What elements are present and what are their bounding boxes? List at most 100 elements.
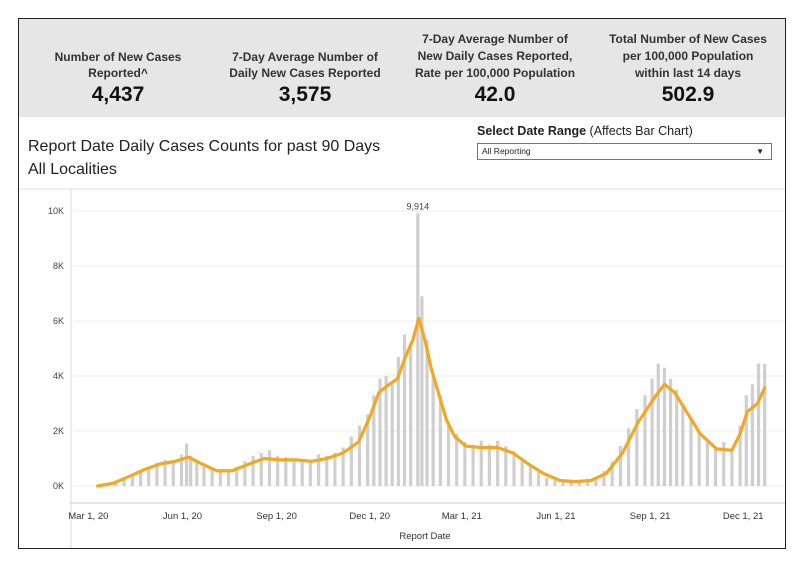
kpi-value: 3,575: [278, 83, 332, 106]
bar: [420, 296, 424, 486]
bar: [416, 213, 420, 487]
bar: [325, 455, 329, 486]
bar: [189, 455, 193, 486]
kpi-band: Number of New Cases Reported^ 4,437 7-Da…: [19, 19, 785, 117]
bar: [308, 461, 312, 486]
bar: [292, 458, 296, 486]
y-tick-label: 4K: [53, 371, 64, 381]
bar: [431, 373, 435, 486]
x-tick-label: Jun 1, 21: [536, 511, 575, 522]
kpi-new-cases: Number of New Cases Reported^ 4,437: [33, 19, 203, 117]
bar: [681, 403, 685, 486]
x-axis-title: Report Date: [399, 531, 450, 542]
bar: [635, 409, 639, 486]
x-tick-label: Mar 1, 21: [442, 511, 482, 522]
bar: [179, 454, 184, 486]
date-range-select[interactable]: All Reporting ▼: [477, 143, 772, 160]
average-line-series: [95, 316, 767, 488]
dashboard-frame: Number of New Cases Reported^ 4,437 7-Da…: [18, 18, 786, 549]
bar: [722, 442, 726, 486]
kpi-label-line: New Daily Cases Reported,: [417, 49, 573, 63]
kpi-label-line: per 100,000 Population: [622, 49, 754, 63]
date-range-label: Select Date Range (Affects Bar Chart): [477, 124, 693, 138]
bar: [650, 378, 654, 486]
x-tick-label: Dec 1, 20: [349, 511, 390, 522]
bar: [195, 461, 199, 486]
bar: [243, 461, 247, 486]
bar: [471, 444, 475, 486]
bar: [284, 457, 288, 486]
bar: [656, 363, 660, 486]
bar: [390, 384, 394, 486]
y-tick-label: 8K: [53, 261, 64, 271]
x-tick-label: Dec 1, 21: [723, 511, 764, 522]
bar: [602, 470, 606, 486]
bar: [341, 447, 345, 486]
bar: [122, 477, 126, 486]
y-tick-label: 6K: [53, 316, 64, 326]
bar: [155, 462, 159, 486]
kpi-label-line: Reported^: [88, 66, 148, 80]
bar: [496, 440, 500, 486]
bar: [267, 450, 272, 486]
bar: [366, 414, 370, 486]
bar: [520, 459, 524, 486]
y-tick-label: 10K: [48, 206, 64, 216]
bar: [425, 340, 429, 486]
bar: [276, 455, 280, 486]
bar: [384, 376, 388, 486]
x-tick-label: Sep 1, 21: [630, 511, 671, 522]
bar: [738, 425, 742, 486]
bar: [553, 479, 557, 486]
bar: [569, 481, 573, 486]
bar: [756, 363, 761, 486]
kpi-label-line: Number of New Cases: [54, 50, 182, 64]
caret-down-icon[interactable]: ▼: [756, 147, 764, 156]
bar: [235, 466, 239, 486]
bar: [163, 459, 167, 486]
bar: [675, 389, 679, 486]
kpi-label-line: Rate per 100,000 Population: [414, 66, 576, 80]
bar: [536, 472, 541, 486]
bar: [300, 459, 304, 486]
bar: [586, 479, 590, 486]
kpi-label-line: 7-Day Average Number of: [422, 32, 568, 46]
kpi-label-line: Total Number of New Cases: [609, 32, 767, 46]
kpi-14day-rate: Total Number of New Cases per 100,000 Po…: [597, 19, 779, 117]
kpi-7day-average: 7-Day Average Number of Daily New Cases …: [218, 19, 392, 117]
x-tick-labels: Mar 1, 20 Jun 1, 20 Sep 1, 20 Dec 1, 20 Mar …: [68, 511, 763, 522]
bar: [372, 395, 376, 486]
bar: [446, 422, 451, 486]
bar: [545, 477, 549, 486]
bar: [463, 442, 467, 486]
bar: [705, 442, 709, 486]
y-tick-label: 2K: [53, 426, 64, 436]
kpi-label-line: Daily New Cases Reported: [229, 66, 381, 80]
grid-lines: [73, 210, 785, 487]
bar: [744, 395, 748, 486]
bar: [378, 378, 382, 486]
bar: [357, 425, 362, 486]
average-line: [95, 316, 767, 488]
bar: [689, 417, 693, 486]
bar: [487, 444, 492, 486]
annotations: 9,914: [407, 201, 430, 211]
bar-series: [98, 213, 767, 487]
kpi-value: 502.9: [661, 83, 715, 106]
bar: [438, 395, 442, 486]
kpi-value: 4,437: [91, 83, 145, 106]
kpi-value: 42.0: [474, 83, 516, 106]
bar: [226, 469, 231, 486]
bar: [396, 356, 400, 486]
bar: [114, 481, 118, 486]
data-label: 9,914: [407, 201, 430, 211]
bar: [577, 481, 582, 486]
bar: [618, 446, 623, 486]
bar: [479, 440, 483, 486]
bar: [202, 466, 206, 486]
bar: [643, 395, 647, 486]
bar: [697, 431, 701, 486]
bar: [626, 428, 631, 486]
date-range-selected: All Reporting: [482, 146, 531, 156]
bar: [668, 378, 673, 486]
